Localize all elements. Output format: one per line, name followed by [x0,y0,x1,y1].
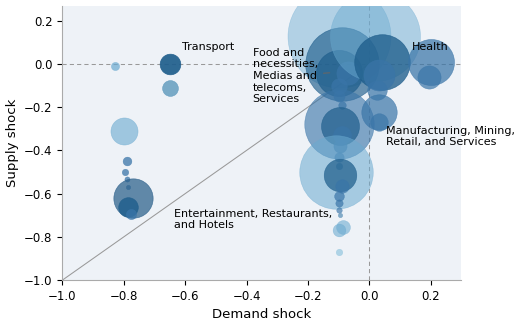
Point [334,201,343,206]
Point [336,144,344,149]
Point [334,228,343,233]
Y-axis label: Supply shock: Supply shock [6,99,19,187]
Point [124,204,133,209]
Point [334,193,343,198]
Point [336,173,344,178]
Point [127,212,136,217]
Point [334,154,343,160]
Point [334,83,343,88]
Point [371,33,380,39]
Point [426,59,435,64]
Point [336,123,344,128]
Text: Manufacturing, Mining,
Retail, and Services: Manufacturing, Mining, Retail, and Servi… [386,126,515,147]
Point [374,72,383,77]
Point [129,196,137,201]
Point [337,102,346,108]
Point [337,61,346,67]
Point [344,70,352,75]
Point [337,133,346,138]
Point [334,94,343,99]
Point [110,63,119,69]
Point [124,184,133,190]
Point [339,225,347,230]
Point [374,109,383,114]
Point [334,250,343,255]
Point [123,176,131,181]
Point [336,213,344,218]
Point [334,70,343,75]
Point [334,207,343,213]
Text: Food and
necessities,
Medias and
telecoms,
Services: Food and necessities, Medias and telecom… [253,48,330,104]
Point [378,59,386,64]
Text: Transport: Transport [182,42,235,52]
Point [121,169,129,175]
X-axis label: Demand shock: Demand shock [212,308,311,321]
Point [337,183,346,189]
Point [120,129,128,134]
Point [331,169,340,175]
Point [123,159,131,164]
Point [334,163,343,168]
Point [165,85,174,90]
Text: Health: Health [412,42,449,52]
Point [165,61,174,67]
Text: Entertainment, Restaurants,
and Hotels: Entertainment, Restaurants, and Hotels [174,209,333,231]
Point [334,122,343,127]
Point [373,87,381,93]
Point [334,33,343,39]
Point [425,74,433,79]
Point [374,120,383,125]
